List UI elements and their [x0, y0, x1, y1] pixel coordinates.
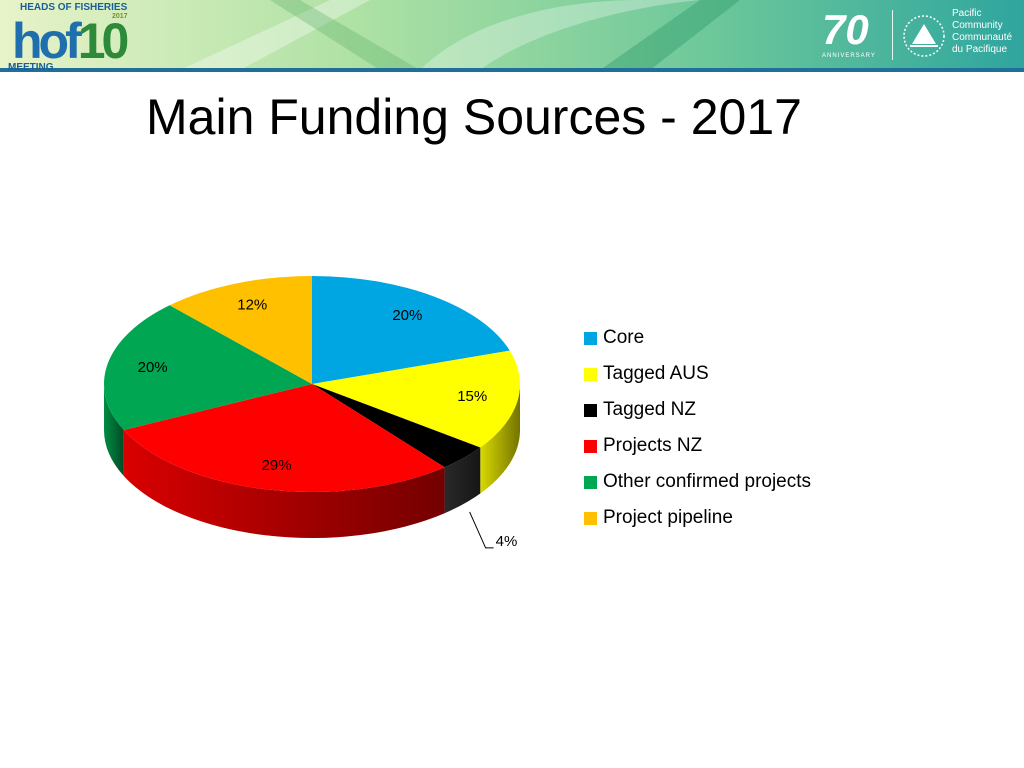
- legend-item-other-confirmed-projects: Other confirmed projects: [584, 464, 884, 500]
- legend-item-projects-nz: Projects NZ: [584, 428, 884, 464]
- pie-side-projects-nz: [123, 429, 445, 538]
- data-label-other-confirmed-projects: 20%: [138, 359, 168, 376]
- org-name: Pacific Community Communauté du Pacifiqu…: [952, 8, 1012, 56]
- pie-data-labels: 20% 15% 4% 29% 20% 12%: [138, 297, 518, 550]
- pacific-community-logo: 70 ANNIVERSARY Pacific Community Communa…: [818, 6, 1024, 66]
- logo-divider: [892, 10, 893, 60]
- data-label-projects-nz: 29%: [262, 457, 292, 474]
- legend-label-core: Core: [603, 327, 645, 348]
- pie-side-tagged-nz: [444, 447, 481, 514]
- pie-slice-projects-nz: [123, 384, 445, 492]
- legend-swatch-tagged-nz: [584, 403, 597, 417]
- pie-slice-tagged-nz: [312, 384, 481, 468]
- legend-item-project-pipeline: Project pipeline: [584, 500, 884, 536]
- legend-swatch-tagged-aus: [584, 367, 597, 381]
- header-banner: HEADS OF FISHERIES 2017 hof10 MEETING 70…: [0, 0, 1024, 74]
- pie-slices: [104, 276, 520, 492]
- logo-mark: hof10: [12, 12, 130, 70]
- leader-line-tagged-nz: [469, 511, 494, 549]
- legend-label-tagged-aus: Tagged AUS: [603, 363, 709, 384]
- page-title: Main Funding Sources - 2017: [146, 89, 802, 145]
- pie-side-other-confirmed-projects: [104, 384, 124, 476]
- pie-slice-other-confirmed-projects: [104, 305, 312, 430]
- legend-swatch-project-pipeline: [584, 511, 597, 525]
- logo-heads-text: HEADS OF FISHERIES: [20, 2, 128, 13]
- pie-slice-tagged-aus: [312, 350, 520, 448]
- legend-swatch-other-confirmed-projects: [584, 475, 597, 489]
- pie-slice-project-pipeline: [169, 276, 312, 384]
- seventy-text: 70: [822, 6, 869, 53]
- legend-swatch-projects-nz: [584, 439, 597, 453]
- pie-side-tagged-aus: [480, 384, 520, 494]
- pie-slice-core: [312, 276, 510, 384]
- legend-swatch-core: [584, 331, 597, 345]
- org-line-3: Communauté: [952, 32, 1013, 43]
- pie-sides: [104, 384, 520, 538]
- anniversary-text: ANNIVERSARY: [822, 53, 876, 59]
- logo-mark-b: 10: [77, 13, 130, 69]
- data-label-core: 20%: [392, 307, 422, 324]
- data-label-project-pipeline: 12%: [237, 297, 267, 314]
- data-label-tagged-aus: 15%: [457, 388, 487, 405]
- org-line-4: du Pacifique: [952, 44, 1008, 55]
- data-label-tagged-nz: 4%: [496, 533, 518, 550]
- legend-label-other-confirmed-projects: Other confirmed projects: [603, 471, 812, 492]
- org-line-2: Community: [952, 20, 1003, 31]
- legend-item-core: Core: [584, 320, 884, 356]
- org-line-1: Pacific: [952, 8, 982, 19]
- logo-meeting-text: MEETING: [8, 62, 54, 73]
- logo-mark-a: hof: [12, 13, 82, 69]
- spc-emblem-icon: [903, 15, 945, 57]
- hof10-logo: HEADS OF FISHERIES 2017 hof10 MEETING: [0, 0, 140, 74]
- legend-label-projects-nz: Projects NZ: [603, 435, 703, 456]
- legend-item-tagged-aus: Tagged AUS: [584, 356, 884, 392]
- banner-background: [0, 0, 1024, 72]
- legend-label-tagged-nz: Tagged NZ: [603, 399, 696, 420]
- legend-item-tagged-nz: Tagged NZ: [584, 392, 884, 428]
- logo-year-text: 2017: [112, 13, 128, 20]
- legend-label-project-pipeline: Project pipeline: [603, 507, 733, 528]
- chart-legend: Core Tagged AUS Tagged NZ Projects NZ Other …: [584, 320, 884, 536]
